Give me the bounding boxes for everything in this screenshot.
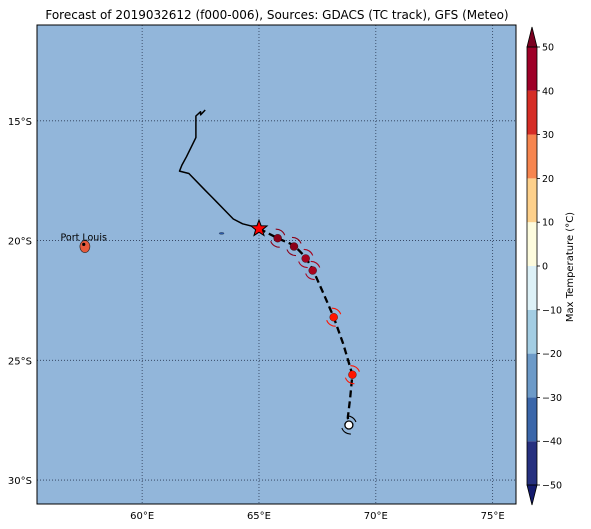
place-marker: [82, 242, 86, 246]
colorbar-extend-high: [526, 26, 538, 48]
colorbar-band: [527, 441, 537, 485]
colorbar-tick-label: −20: [542, 349, 562, 360]
colorbar-tick-label: −10: [542, 305, 562, 316]
latitude-tick-label: 20°S: [8, 237, 32, 248]
colorbar-tick-label: 20: [542, 174, 554, 185]
colorbar-band: [527, 397, 537, 442]
latitude-ticks: 15°S 20°S 25°S 30°S: [8, 117, 32, 487]
cyclone-symbol-icon: [286, 236, 302, 257]
colorbar-band: [527, 90, 537, 135]
longitude-tick-label: 70°E: [364, 511, 388, 522]
colorbar: 50 40 30 20 10 0 −10 −20 −30 −40 −50 Max Temperatu…: [526, 26, 576, 506]
longitude-ticks: 60°E 65°E 70°E 75°E: [130, 511, 505, 522]
cyclone-symbol-icon: [298, 248, 314, 269]
colorbar-band: [527, 309, 537, 354]
place-label: Port Louis: [61, 232, 107, 243]
colorbar-extend-low: [526, 484, 538, 506]
island-shape: [218, 232, 225, 235]
map-ocean-background: [37, 25, 516, 504]
map-panel: Port Louis 60°E 65°E 70°E 75°E 15°S 20°S 25°S…: [8, 24, 517, 522]
colorbar-band: [527, 266, 537, 310]
map-frame: [36, 24, 517, 505]
colorbar-tick-label: 50: [542, 43, 554, 54]
latitude-tick-label: 30°S: [8, 476, 32, 487]
colorbar-label: Max Temperature (°C): [565, 212, 576, 322]
cyclone-symbol-icon: [305, 260, 321, 281]
figure-title: Forecast of 2019032612 (f000-006), Sourc…: [45, 8, 508, 22]
latitude-tick-label: 15°S: [8, 117, 32, 128]
colorbar-tick-label: −50: [542, 481, 562, 492]
colorbar-band: [527, 353, 537, 398]
current-position-star-icon: [249, 218, 269, 237]
colorbar-band: [527, 222, 537, 266]
longitude-tick-label: 60°E: [130, 511, 154, 522]
colorbar-band: [527, 178, 537, 223]
map-gridlines: [37, 25, 516, 504]
place-layer: Port Louis: [61, 232, 107, 246]
colorbar-tick-label: 0: [542, 262, 548, 273]
past-track-line: [178, 109, 260, 230]
cyclone-symbol-icon: [344, 365, 360, 385]
colorbar-bands: [526, 26, 538, 506]
colorbar-tick-label: 30: [542, 130, 554, 141]
colorbar-tick-label: 10: [542, 218, 554, 229]
latitude-tick-label: 25°S: [8, 356, 32, 367]
colorbar-tick-label: −40: [542, 437, 562, 448]
longitude-tick-label: 65°E: [247, 511, 271, 522]
longitude-tick-label: 75°E: [481, 511, 505, 522]
colorbar-band: [527, 47, 537, 91]
colorbar-tick-label: 40: [542, 86, 554, 97]
colorbar-ticks: 50 40 30 20 10 0 −10 −20 −30 −40 −50: [537, 43, 562, 492]
storm-symbol-layer: [249, 218, 360, 435]
colorbar-tick-label: −30: [542, 393, 562, 404]
colorbar-band: [527, 134, 537, 179]
cyclone-symbol-icon: [341, 415, 357, 435]
cyclone-symbol-icon: [326, 307, 342, 327]
cyclone-symbol-icon: [270, 228, 286, 248]
